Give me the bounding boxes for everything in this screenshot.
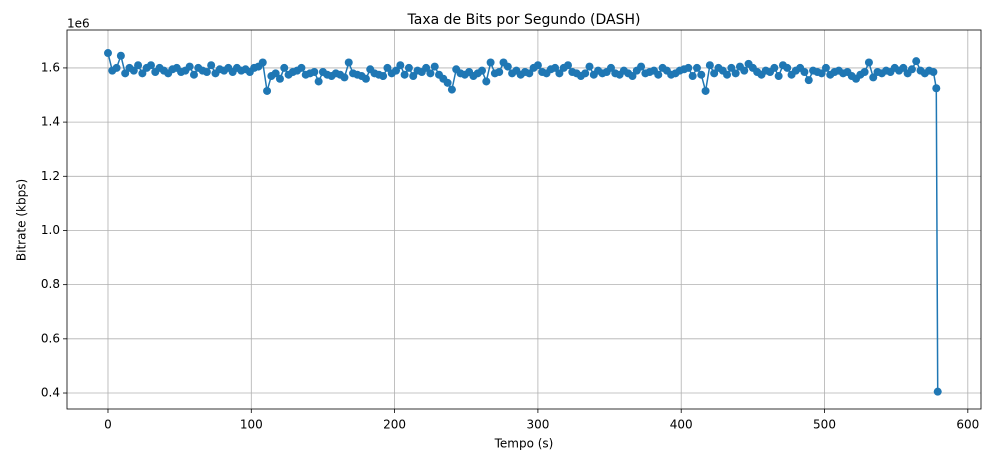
data-point <box>555 69 564 78</box>
data-point <box>899 63 908 72</box>
data-point <box>692 63 701 72</box>
data-point <box>525 69 534 78</box>
x-tick-label: 500 <box>813 418 836 432</box>
y-tick-label: 1.6 <box>41 60 60 74</box>
data-point <box>271 69 280 78</box>
data-point <box>134 61 143 70</box>
data-point <box>482 77 491 86</box>
data-point <box>138 69 147 78</box>
data-point <box>404 63 413 72</box>
data-point <box>383 63 392 72</box>
data-point <box>800 67 809 76</box>
data-point <box>697 70 706 79</box>
data-point <box>379 72 388 81</box>
data-point <box>447 85 456 94</box>
data-point <box>392 66 401 75</box>
data-point <box>684 63 693 72</box>
data-point <box>116 51 125 60</box>
data-point <box>185 62 194 71</box>
data-point <box>585 62 594 71</box>
data-point <box>202 67 211 76</box>
data-point <box>258 58 267 67</box>
data-point <box>503 62 512 71</box>
x-tick-label: 300 <box>526 418 549 432</box>
x-tick-label: 200 <box>383 418 406 432</box>
data-point <box>146 61 155 70</box>
data-point <box>426 69 435 78</box>
data-point <box>929 67 938 76</box>
data-point <box>688 72 697 81</box>
data-point <box>121 69 130 78</box>
data-point <box>409 72 418 81</box>
data-point <box>727 63 736 72</box>
data-point <box>723 70 732 79</box>
y-axis-label: Bitrate (kbps) <box>15 179 29 261</box>
data-point <box>189 70 198 79</box>
data-point <box>817 69 826 78</box>
y-offset-label: 1e6 <box>67 17 90 31</box>
data-point <box>310 67 319 76</box>
data-point <box>864 58 873 67</box>
data-point <box>533 61 542 70</box>
data-point <box>932 84 941 93</box>
x-tick-label: 100 <box>240 418 263 432</box>
data-point <box>628 72 637 81</box>
data-point <box>495 67 504 76</box>
data-point <box>774 72 783 81</box>
data-point <box>770 63 779 72</box>
data-point <box>933 387 942 396</box>
data-point <box>912 57 921 66</box>
y-tick-label: 0.6 <box>41 331 60 345</box>
data-point <box>705 61 714 70</box>
x-tick-label: 600 <box>956 418 979 432</box>
y-tick-label: 1.4 <box>41 115 60 129</box>
data-point <box>486 58 495 67</box>
y-tick-label: 0.8 <box>41 277 60 291</box>
data-point <box>869 73 878 82</box>
y-tick-label: 1.2 <box>41 169 60 183</box>
data-point <box>637 62 646 71</box>
data-point <box>710 69 719 78</box>
data-point <box>207 61 216 70</box>
data-point <box>396 61 405 70</box>
x-axis-label: Tempo (s) <box>494 437 554 451</box>
data-point <box>112 63 121 72</box>
data-point <box>263 86 272 95</box>
data-point <box>129 66 138 75</box>
data-point <box>551 63 560 72</box>
data-point <box>103 49 112 58</box>
data-point <box>314 77 323 86</box>
data-point <box>443 78 452 87</box>
data-point <box>783 63 792 72</box>
data-point <box>400 70 409 79</box>
data-point <box>430 62 439 71</box>
data-point <box>654 70 663 79</box>
data-point <box>860 67 869 76</box>
data-point <box>740 66 749 75</box>
data-point <box>606 63 615 72</box>
x-tick-label: 400 <box>670 418 693 432</box>
data-point <box>821 63 830 72</box>
data-point <box>422 63 431 72</box>
data-point <box>907 65 916 74</box>
plot-frame <box>66 29 982 410</box>
data-point <box>280 63 289 72</box>
data-point <box>361 74 370 83</box>
data-point <box>563 61 572 70</box>
chart-title: Taxa de Bits por Segundo (DASH) <box>407 12 641 28</box>
data-point <box>701 86 710 95</box>
data-point <box>581 69 590 78</box>
data-point <box>275 74 284 83</box>
data-point <box>478 66 487 75</box>
y-tick-label: 0.4 <box>41 386 60 400</box>
data-point <box>804 76 813 85</box>
y-tick-label: 1.0 <box>41 223 60 237</box>
data-point <box>340 73 349 82</box>
data-point <box>297 63 306 72</box>
x-tick-label: 0 <box>104 418 112 432</box>
data-point <box>731 69 740 78</box>
data-point <box>344 58 353 67</box>
